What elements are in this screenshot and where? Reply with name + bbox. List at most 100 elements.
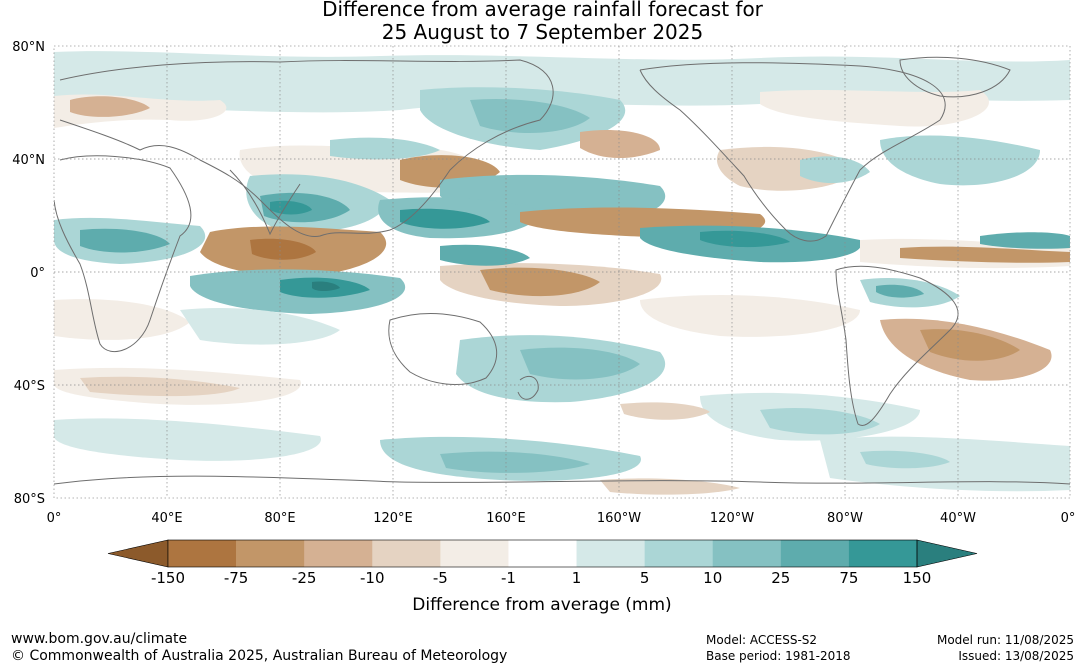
anomaly-region xyxy=(440,244,530,266)
colorbar-tick-label: -10 xyxy=(360,569,385,587)
lon-label-0-left: 0° xyxy=(47,511,62,526)
anomaly-region xyxy=(760,90,989,127)
anomaly-region xyxy=(760,407,880,435)
lon-label-40e: 40°E xyxy=(151,511,182,526)
anomaly-region xyxy=(80,228,170,253)
lon-label-40w: 40°W xyxy=(940,511,976,526)
lat-label-80n: 80°N xyxy=(12,40,45,55)
anomaly-region xyxy=(54,299,190,340)
footer-base-period: Base period: 1981-2018 xyxy=(706,649,851,663)
coastline-eurasia xyxy=(59,59,554,237)
anomaly-region xyxy=(80,376,240,397)
anomaly-region xyxy=(580,130,660,159)
coastline-africa xyxy=(54,155,192,353)
colorbar-tick-label: 150 xyxy=(903,569,932,587)
footer-model: Model: ACCESS-S2 xyxy=(706,633,818,647)
anomaly-region xyxy=(920,329,1020,361)
anomaly-region xyxy=(900,246,1070,263)
colorbar-segment xyxy=(508,540,577,567)
lat-label-40n: 40°N xyxy=(12,153,45,168)
footer-model-run: Model run: 11/08/2025 xyxy=(936,633,1074,647)
anomaly-region xyxy=(800,156,870,184)
colorbar-tick-label: 5 xyxy=(640,569,650,587)
lat-label-0: 0° xyxy=(30,266,45,281)
anomaly-region xyxy=(70,96,150,117)
colorbar-segment xyxy=(780,540,850,567)
footer-model-info: Model: ACCESS-S2 Base period: 1981-2018 xyxy=(706,632,851,664)
title-line-1: Difference from average rainfall forecas… xyxy=(322,0,763,21)
coastlines xyxy=(54,56,1070,485)
anomaly-region xyxy=(250,238,316,260)
anomaly-region xyxy=(880,135,1040,186)
anomaly-region xyxy=(270,200,312,215)
gridlines xyxy=(54,46,1070,498)
coastline-australia xyxy=(388,313,498,386)
colorbar-tick-label: 75 xyxy=(839,569,858,587)
colorbar-segment xyxy=(576,540,645,567)
anomaly-region xyxy=(440,451,590,473)
colorbar-segment xyxy=(236,540,305,567)
anomaly-region xyxy=(520,347,640,380)
colorbar-extend-high xyxy=(916,539,978,568)
anomaly-region xyxy=(860,450,950,469)
lon-label-160e: 160°E xyxy=(486,511,526,526)
anomaly-region xyxy=(640,295,860,337)
lon-label-160w: 160°W xyxy=(597,511,641,526)
anomaly-region xyxy=(180,308,340,345)
anomaly-region xyxy=(54,418,321,461)
anomaly-region xyxy=(470,98,590,133)
colorbar-segment xyxy=(644,540,714,567)
colorbar-segment xyxy=(304,540,373,567)
coastline-north-america xyxy=(639,62,946,242)
footer-run-info: Model run: 11/08/2025 Issued: 13/08/2025 xyxy=(937,632,1074,664)
title-line-2: 25 August to 7 September 2025 xyxy=(381,20,704,44)
colorbar-tick-label: 25 xyxy=(771,569,790,587)
anomaly-region xyxy=(980,232,1070,249)
anomaly-region xyxy=(700,230,790,248)
colorbar-segment xyxy=(440,540,509,567)
colorbar-title: Difference from average (mm) xyxy=(412,595,671,615)
footer-url[interactable]: www.bom.gov.au/climate xyxy=(11,631,188,647)
colorbar-tick-label: 1 xyxy=(572,569,582,587)
colorbar-segment xyxy=(168,540,237,567)
colorbar-extend-low xyxy=(107,539,169,568)
lon-label-120w: 120°W xyxy=(710,511,754,526)
lon-label-0-right: 0° xyxy=(1061,511,1076,526)
footer-issued: Issued: 13/08/2025 xyxy=(958,649,1074,663)
lat-label-80s: 80°S xyxy=(14,492,45,507)
lon-label-80w: 80°W xyxy=(827,511,863,526)
anomaly-region xyxy=(400,208,490,229)
colorbar-segment xyxy=(848,540,918,567)
footer-attribution: www.bom.gov.au/climate © Commonwealth of… xyxy=(11,631,507,665)
lon-label-80e: 80°E xyxy=(264,511,295,526)
colorbar-outline xyxy=(167,539,918,568)
coastline-india xyxy=(229,169,301,236)
coastline-greenland xyxy=(899,56,1011,98)
anomaly-region xyxy=(480,267,600,297)
map-panel: 80°N 40°N 0° 40°S 80°S 0° 40°E 80°E 120°… xyxy=(12,40,1075,526)
lon-label-120e: 120°E xyxy=(373,511,413,526)
coastline-new-zealand xyxy=(517,375,539,400)
anomaly-region xyxy=(330,137,440,160)
colorbar-tick-label: -75 xyxy=(224,569,249,587)
colorbar-tick-label: -25 xyxy=(292,569,317,587)
colorbar-segment xyxy=(372,540,441,567)
footer-copyright: © Commonwealth of Australia 2025, Austra… xyxy=(11,648,508,664)
colorbar-segment xyxy=(712,540,782,567)
rainfall-anomaly-layer xyxy=(54,51,1070,495)
colorbar-tick-label: 10 xyxy=(703,569,722,587)
coastline-antarctica xyxy=(54,475,1070,485)
colorbar-tick-label: -150 xyxy=(151,569,185,587)
anomaly-region xyxy=(312,281,340,291)
anomaly-region xyxy=(876,284,924,298)
anomaly-region xyxy=(620,402,710,420)
anomaly-region xyxy=(600,478,740,495)
anomaly-region xyxy=(820,436,1070,492)
lat-label-40s: 40°S xyxy=(14,379,45,394)
colorbar-tick-label: -1 xyxy=(501,569,516,587)
colorbar: -150 -75 -25 -10 -5 -1 1 5 10 25 75 150 xyxy=(107,539,978,587)
colorbar-tick-label: -5 xyxy=(433,569,448,587)
map-frame xyxy=(53,45,1071,499)
coastline-south-america xyxy=(835,265,959,426)
